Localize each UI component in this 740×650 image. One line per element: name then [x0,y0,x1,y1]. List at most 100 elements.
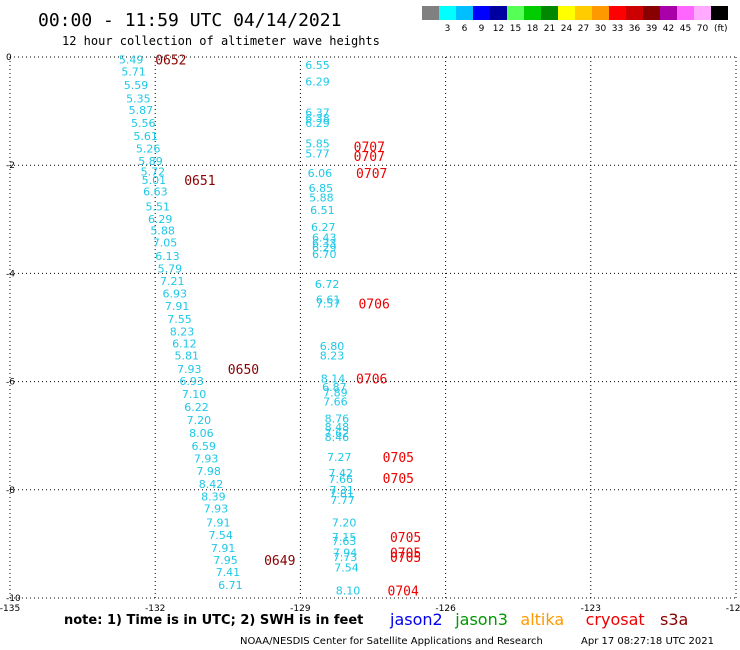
satellite-legend: jason2 jason3 altika cryosat s3a [389,610,688,629]
swh-value-label: 7.91 [211,542,236,555]
chart-title: 00:00 - 11:59 UTC 04/14/2021 [38,10,341,31]
swh-value-label: 5.89 [138,155,163,168]
swh-value-label: 8.48 [325,421,350,434]
legend-swatch [592,6,609,20]
swh-value-label: 6.61 [316,293,341,306]
time-label: 0705 [383,472,414,487]
y-tick-label: 0 [6,53,12,63]
legend-swatch [575,6,592,20]
swh-value-label: 5.72 [141,166,166,179]
color-legend: 3 6 9 12 15 18 21 24 27 30 33 36 39 42 45 70 [422,6,728,34]
legend-swatch [473,6,490,20]
y-tick-label: -2 [6,161,15,171]
swh-value-label: 7.31 [329,484,354,497]
legend-swatch [558,6,575,20]
satellite-name: s3a [660,610,688,629]
swh-value-label: 6.13 [155,250,180,263]
swh-value-label: 6.71 [218,579,243,592]
legend-swatch [694,6,711,20]
swh-value-label: 7.55 [167,313,192,326]
swh-value-label: 6.93 [162,287,187,300]
swh-value-label: 7.77 [330,494,355,507]
legend-label: 21 [544,24,555,34]
swh-value-label: 6.33 [312,237,337,250]
swh-value-label: 5.88 [309,192,334,205]
swh-value-label: 5.49 [119,54,143,67]
swh-value-label: 7.20 [187,414,212,427]
time-label: 0705 [390,547,421,562]
swh-value-label: 5.01 [142,174,167,187]
swh-value-label: 6.29 [305,117,330,130]
swh-value-label: 8.14 [321,372,346,385]
swh-value-label: 6.59 [192,440,217,453]
swh-value-label: 6.70 [312,248,337,261]
swh-value-label: 7.57 [316,298,341,311]
swh-value-label: 7.54 [334,562,359,575]
swh-value-label: 6.06 [308,167,333,180]
satellite-name: cryosat [586,610,645,629]
swh-value-label: 6.22 [184,401,209,414]
time-label: 0651 [184,174,215,189]
footer-timestamp: Apr 17 08:27:18 UTC 2021 [581,636,714,647]
legend-swatch [490,6,507,20]
swh-value-label: 7.93 [194,452,219,465]
swh-value-label: 7.95 [213,554,238,567]
swh-value-label: 7.41 [216,566,241,579]
legend-unit: (ft) [714,24,728,34]
swh-value-label: 5.81 [175,350,200,363]
swh-value-label: 6.85 [309,182,334,195]
swh-value-label: 6.43 [312,232,337,245]
swh-value-label: 7.93 [204,503,229,516]
swh-value-label: 6.38 [305,112,330,125]
swh-value-label: 6.80 [320,340,345,353]
swh-value-label: 7.27 [327,451,352,464]
footer-credit: NOAA/NESDIS Center for Satellite Applica… [240,636,543,647]
legend-label: 15 [510,24,521,34]
swh-value-label: 8.46 [325,431,350,444]
swh-value-label: 6.29 [305,75,330,88]
swh-value-label: 8.10 [336,584,361,597]
time-label: 0706 [358,298,389,313]
swh-value-label: 7.66 [328,473,353,486]
swh-value-label: 7.81 [329,488,354,501]
swh-value-label: 5.26 [136,142,161,155]
legend-swatch [524,6,541,20]
swh-value-label: 6.55 [305,59,330,72]
swh-value-label: 7.63 [332,535,357,548]
legend-swatch [643,6,660,20]
legend-label: 42 [663,24,674,34]
swh-value-label: 5.77 [305,147,330,160]
time-label: 0705 [383,451,414,466]
x-tick-label: -123 [581,604,601,614]
swh-value-label: 5.59 [124,79,148,92]
x-tick-label: -126 [435,604,456,614]
legend-label: 70 [697,24,709,34]
time-label: 0649 [264,554,295,569]
satellite-name: jason3 [454,610,508,629]
legend-label: 39 [646,24,658,34]
x-tick-label: -132 [145,604,165,614]
swh-value-label: 6.12 [172,338,197,351]
legend-label: 6 [462,24,468,34]
swh-value-label: 7.93 [177,363,202,376]
plot-axes: -135 -132 -129 -126 -123 -120 0 -2 -4 -6 -8 -10 [0,53,740,614]
swh-value-label: 6.72 [315,278,340,291]
legend-swatch [456,6,473,20]
time-label: 0650 [228,363,259,378]
swh-value-label: 5.88 [150,225,175,238]
plot-marks: 5.495.715.595.355.875.565.615.265.895.72… [119,54,421,600]
time-label: 0707 [354,150,385,165]
y-tick-label: -8 [6,486,15,496]
legend-label: 12 [493,24,504,34]
swh-value-label: 6.29 [312,241,337,254]
time-label: 0707 [354,140,385,155]
swh-value-label: 7.10 [182,388,207,401]
legend-label: 18 [527,24,539,34]
swh-value-label: 5.61 [133,130,158,143]
y-tick-label: -10 [6,594,21,604]
swh-value-label: 5.79 [158,263,183,276]
swh-value-label: 7.89 [323,386,348,399]
swh-value-label: 7.98 [196,465,221,478]
swh-value-label: 8.23 [170,325,195,338]
